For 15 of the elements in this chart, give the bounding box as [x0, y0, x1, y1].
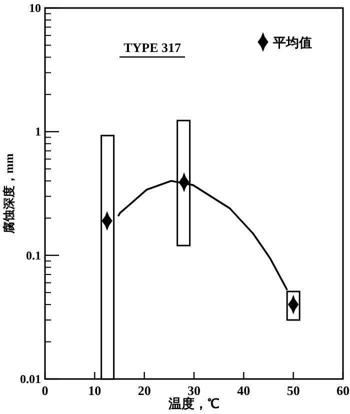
- x-tick-label: 30: [188, 383, 200, 398]
- x-tick-label: 0: [42, 383, 48, 398]
- y-axis-title: 腐蚀深度，mm: [2, 154, 16, 234]
- x-tick-label: 10: [88, 383, 102, 398]
- legend-label: 平均值: [272, 35, 312, 50]
- text: TYPE 317: [124, 40, 182, 55]
- y-tick-label: 10: [29, 1, 41, 15]
- x-tick-label: 60: [336, 383, 350, 398]
- x-axis-title: 温度，℃: [168, 396, 220, 411]
- y-tick-label: 0.01: [20, 372, 41, 386]
- x-tick-label: 20: [138, 383, 151, 398]
- y-tick-label: 0.1: [26, 248, 41, 262]
- x-tick-label: 50: [286, 383, 300, 398]
- y-tick-label: 1: [35, 124, 41, 139]
- x-tick-label: 40: [237, 383, 250, 398]
